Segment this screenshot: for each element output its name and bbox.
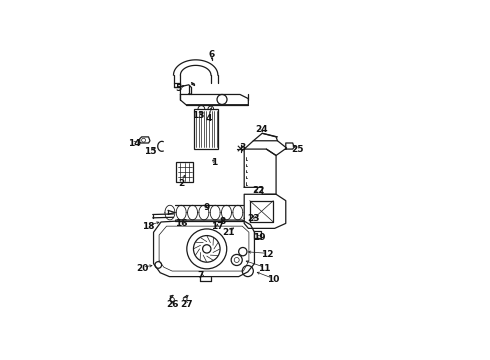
Text: 18: 18 [142,222,154,231]
Text: 20: 20 [136,264,148,273]
Text: 7: 7 [197,271,204,280]
Bar [176,162,193,183]
Text: 24: 24 [255,125,268,134]
Text: 22: 22 [253,186,265,195]
Text: 5: 5 [175,84,182,93]
Text: 2: 2 [178,179,184,188]
Text: 21: 21 [222,228,235,237]
Text: 11: 11 [258,264,270,273]
Text: 6: 6 [209,50,215,59]
Text: 23: 23 [247,214,260,223]
Text: 10: 10 [267,275,279,284]
Text: 14: 14 [128,139,141,148]
Text: 9: 9 [203,203,209,212]
Text: 26: 26 [167,300,179,309]
Text: 4: 4 [206,114,212,123]
Text: 19: 19 [252,233,265,242]
Text: 3: 3 [239,144,245,153]
Text: 1: 1 [211,158,218,167]
Text: 8: 8 [220,217,226,226]
Text: 12: 12 [261,250,273,259]
Text: 27: 27 [180,300,193,309]
Text: 13: 13 [192,111,204,120]
Bar [195,109,218,149]
Text: 17: 17 [211,222,223,231]
Text: 25: 25 [292,145,304,154]
Text: 15: 15 [145,147,157,156]
Text: 16: 16 [175,220,188,229]
Bar [254,231,261,238]
